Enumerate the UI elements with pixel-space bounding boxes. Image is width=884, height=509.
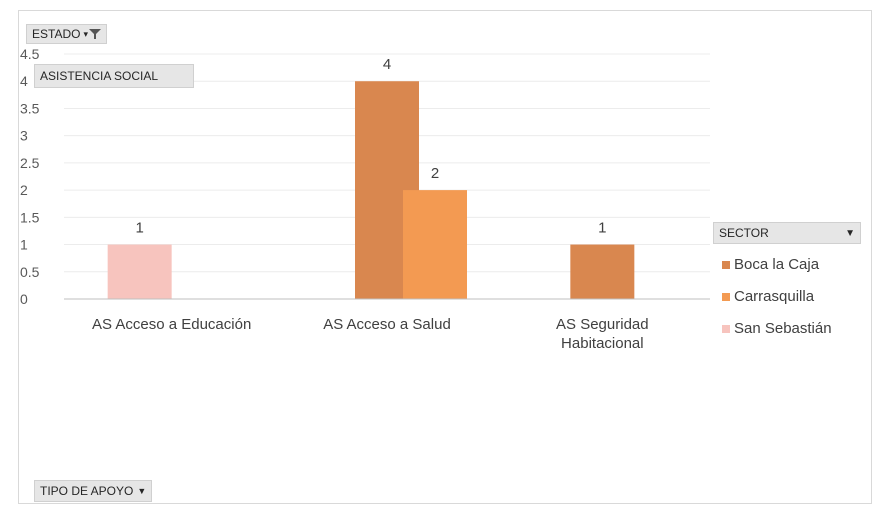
y-tick-label: 2.5: [20, 155, 40, 171]
asistencia-social-field[interactable]: ASISTENCIA SOCIAL: [34, 64, 194, 88]
tipo-apoyo-filter-button[interactable]: TIPO DE APOYO ▼: [34, 480, 153, 502]
y-axis-ticks: 0 0.5 1 1.5 2 2.5 3 3.5 4 4.5: [20, 46, 40, 307]
y-tick-label: 4: [20, 73, 28, 89]
y-tick-label: 4.5: [20, 46, 40, 62]
y-tick-label: 3: [20, 128, 28, 144]
sector-legend-button[interactable]: SECTOR ▼: [713, 222, 861, 244]
x-tick-label: AS Acceso a Educación: [92, 316, 251, 333]
dropdown-icon: ▾: [83, 28, 88, 39]
y-tick-label: 1: [20, 237, 28, 253]
estado-filter-label: ESTADO: [32, 27, 81, 41]
x-axis-ticks: AS Acceso a Educación AS Acceso a Salud AS…: [92, 316, 649, 352]
estado-filter-button[interactable]: ESTADO ▾: [26, 24, 107, 44]
data-labels: 4 1 2 1: [135, 56, 606, 236]
filter-icon: [88, 29, 101, 39]
y-tick-label: 0.5: [20, 264, 40, 280]
data-label: 1: [598, 220, 606, 237]
y-tick-label: 2: [20, 182, 28, 198]
y-tick-label: 0: [20, 291, 28, 307]
bar-san-sebastián[interactable]: [107, 244, 172, 299]
bar-carrasquilla[interactable]: [403, 190, 467, 299]
dropdown-icon: ▼: [137, 486, 147, 496]
legend-swatch: [722, 292, 730, 301]
x-tick-label: AS Seguridad Habitacional: [556, 316, 649, 352]
legend-label: Carrasquilla: [734, 288, 815, 305]
bar-boca-la-caja[interactable]: [570, 244, 635, 299]
asistencia-social-label: ASISTENCIA SOCIAL: [40, 69, 159, 83]
legend-swatch: [722, 324, 730, 333]
y-tick-label: 1.5: [20, 209, 40, 225]
y-tick-label: 3.5: [20, 100, 40, 116]
data-label: 2: [431, 165, 439, 182]
legend-item[interactable]: Boca la Caja: [722, 256, 819, 273]
sector-legend-title: SECTOR: [719, 226, 769, 240]
legend-item[interactable]: Carrasquilla: [722, 288, 814, 305]
legend-label: San Sebastián: [734, 320, 832, 337]
data-label: 4: [383, 56, 391, 73]
x-tick-label: AS Acceso a Salud: [323, 316, 451, 333]
legend-item[interactable]: San Sebastián: [722, 320, 832, 337]
legend-label: Boca la Caja: [734, 256, 820, 273]
tipo-apoyo-label: TIPO DE APOYO: [40, 484, 134, 498]
bars: [107, 81, 635, 299]
legend-swatch: [722, 260, 730, 269]
data-label: 1: [135, 220, 143, 237]
dropdown-icon: ▼: [845, 227, 855, 239]
